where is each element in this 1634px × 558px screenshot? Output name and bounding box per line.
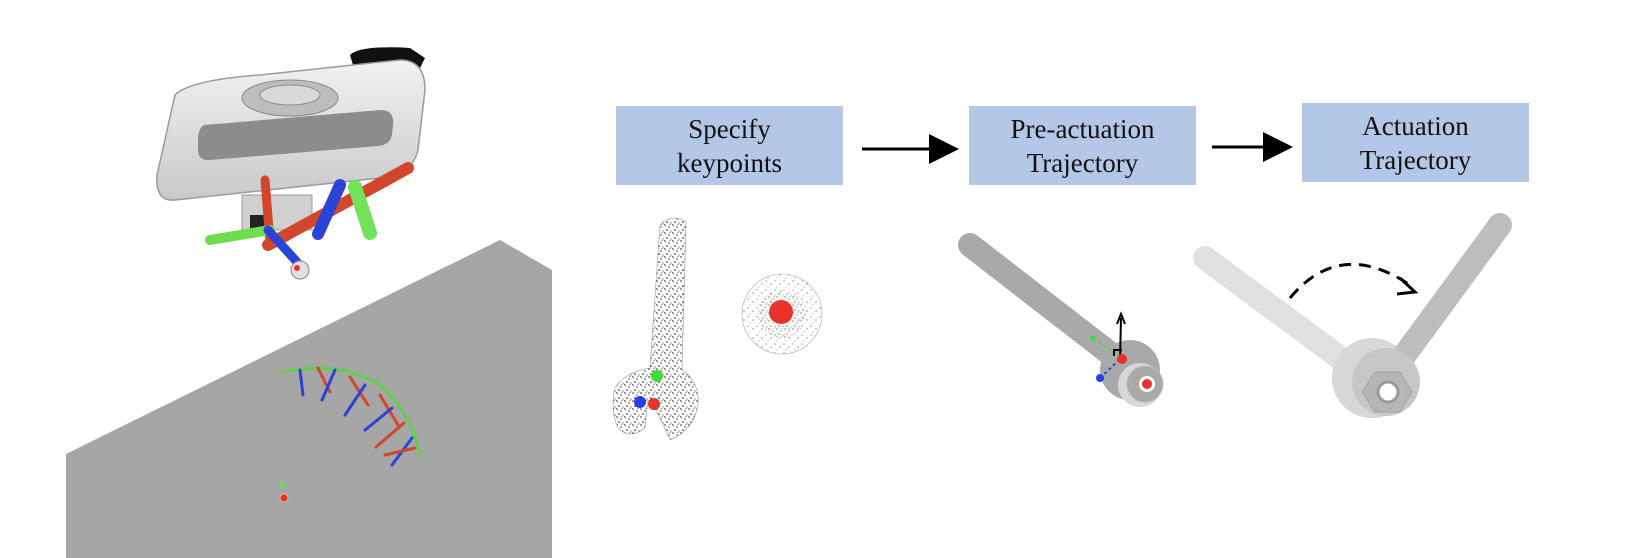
actuation-wrench — [1193, 213, 1512, 418]
wrench-point-cloud — [612, 217, 699, 441]
keypoint-green — [651, 370, 663, 382]
nut-keypoint-red — [769, 300, 793, 324]
step-label-line2: Trajectory — [1359, 144, 1472, 175]
step-label-line2: keypoints — [677, 147, 782, 178]
step-actuation-trajectory: Actuation Trajectory — [1302, 103, 1529, 182]
step-specify-keypoints: Specify keypoints — [616, 106, 843, 185]
step-label-line1: Actuation — [1362, 110, 1469, 141]
keypoint-blue — [634, 396, 646, 408]
keypoint-red — [648, 398, 660, 410]
step-label-line1: Pre-actuation — [1010, 113, 1155, 144]
robot-gripper — [156, 47, 426, 280]
step-label-line1: Specify — [688, 113, 771, 144]
nut-point-cloud — [741, 273, 823, 355]
pre-actuation-wrench — [958, 233, 1164, 407]
step-label-line2: Trajectory — [1026, 147, 1139, 178]
rotation-arrow — [1288, 262, 1411, 299]
step-pre-actuation-trajectory: Pre-actuation Trajectory — [969, 106, 1196, 185]
simulation-scene — [66, 47, 552, 558]
trajectory-frames — [279, 366, 422, 503]
floor-plane — [66, 240, 552, 558]
